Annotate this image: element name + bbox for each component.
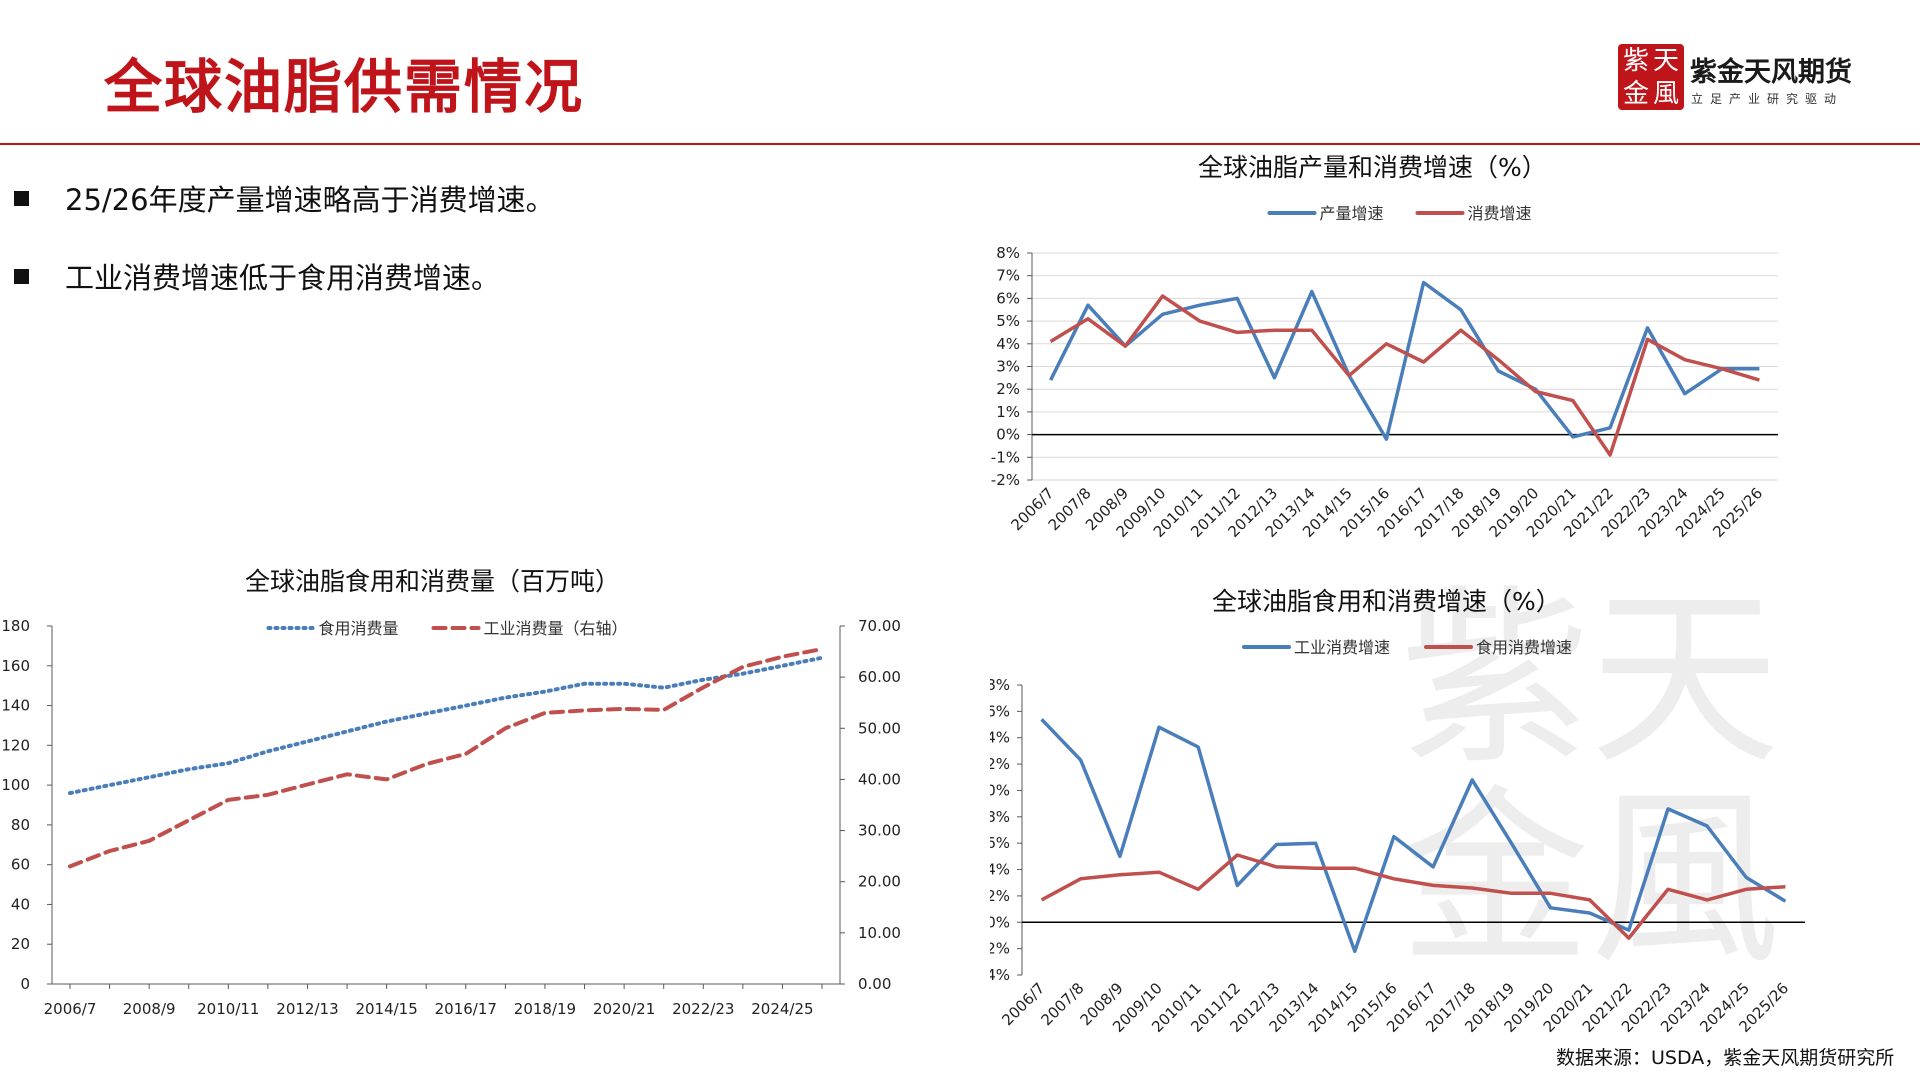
y-tick-label: 14% <box>990 729 1010 747</box>
brand-watermark: 紫天 金風 <box>1400 569 1781 990</box>
legend-label: 食用消费量 <box>319 619 399 638</box>
y-left-tick-label: 140 <box>1 697 30 715</box>
chart-food-ind: -4% -2% 0% 2% 4% 6% 8% 10% 12% 14% 16% 18% 2006/7200… <box>990 638 1805 1036</box>
y-right-tick-label: 0.00 <box>858 975 891 993</box>
y-tick-label: 6% <box>990 834 1010 852</box>
x-tick-label: 2018/19 <box>514 1000 576 1018</box>
x-tick-label: 2008/9 <box>123 1000 176 1018</box>
legend-label: 产量增速 <box>1320 204 1384 223</box>
y-left-tick-label: 180 <box>1 617 30 635</box>
y-tick-label: 10% <box>990 781 1010 799</box>
series-line <box>68 655 824 796</box>
series-line <box>1049 280 1760 441</box>
y-right-tick-label: 60.00 <box>858 668 901 686</box>
y-tick-label: 1% <box>996 403 1020 421</box>
y-left-tick-label: 100 <box>1 776 30 794</box>
y-tick-label: 7% <box>996 267 1020 285</box>
y-tick-label: 12% <box>990 755 1010 773</box>
x-tick-label: 2022/23 <box>672 1000 734 1018</box>
y-tick-label: 0% <box>996 426 1020 444</box>
x-tick-label: 2024/25 <box>751 1000 813 1018</box>
x-tick-label: 2016/17 <box>435 1000 497 1018</box>
y-left-tick-label: 120 <box>1 736 30 754</box>
y-tick-label: 2% <box>996 380 1020 398</box>
y-tick-label: 4% <box>990 861 1010 879</box>
legend-label: 食用消费增速 <box>1476 638 1572 657</box>
y-left-tick-label: 20 <box>11 935 30 953</box>
bullet-text: 工业消费增速低于食用消费增速。 <box>65 261 501 295</box>
y-tick-label: -2% <box>991 471 1020 489</box>
x-tick-label: 2006/7 <box>44 1000 97 1018</box>
data-source-note: 数据来源：USDA，紫金天风期货研究所 <box>1556 1047 1895 1069</box>
y-tick-label: -2% <box>990 940 1010 958</box>
y-left-tick-label: 60 <box>11 856 30 874</box>
series-line <box>68 647 824 869</box>
chart-title-volume: 全球油脂食用和消费量（百万吨） <box>245 567 621 596</box>
y-tick-label: 8% <box>990 808 1010 826</box>
y-right-tick-label: 30.00 <box>858 822 901 840</box>
x-tick-label: 2020/21 <box>593 1000 655 1018</box>
y-left-tick-label: 0 <box>20 975 30 993</box>
y-left-tick-label: 40 <box>11 895 30 913</box>
bullet-square-icon <box>14 268 29 284</box>
brand-slogan: 立足产业研究驱动 <box>1691 92 1844 106</box>
y-tick-label: 4% <box>996 335 1020 353</box>
y-right-tick-label: 70.00 <box>858 617 901 635</box>
y-tick-label: 5% <box>996 312 1020 330</box>
x-tick-label: 2014/15 <box>355 1000 417 1018</box>
brand-name: 紫金天风期货 <box>1690 57 1852 88</box>
x-tick-label: 2012/13 <box>276 1000 338 1018</box>
series-line <box>1040 718 1787 954</box>
bullet-text: 25/26年度产量增速略高于消费增速。 <box>65 183 555 217</box>
bullet-item: 25/26年度产量增速略高于消费增速。 <box>14 178 555 218</box>
y-right-tick-label: 20.00 <box>858 873 901 891</box>
y-right-tick-label: 40.00 <box>858 770 901 788</box>
legend-label: 消费增速 <box>1468 204 1532 223</box>
y-left-tick-label: 80 <box>11 816 30 834</box>
y-left-tick-label: 160 <box>1 657 30 675</box>
bullet-item: 工业消费增速低于食用消费增速。 <box>14 256 555 296</box>
chart-title-food-ind: 全球油脂食用和消费增速（%） <box>1212 587 1561 616</box>
chart-prod-cons: -2%-1%0%1%2%3%4%5%6%7%8%2006/72007/82008… <box>991 204 1778 541</box>
y-tick-label: 0% <box>990 913 1010 931</box>
bullet-square-icon <box>14 190 29 206</box>
header-divider <box>0 143 1920 145</box>
y-tick-label: -1% <box>991 448 1020 466</box>
brand-logo: 紫天金風 <box>1618 44 1684 110</box>
legend-label: 工业消费量（右轴） <box>484 619 628 638</box>
y-tick-label: 16% <box>990 702 1010 720</box>
chart-volume: 0 20 40 60 80 100 120 140 160 180 0.00 10.00 20.00 30… <box>1 617 901 1018</box>
y-tick-label: 3% <box>996 358 1020 376</box>
legend-label: 工业消费增速 <box>1294 638 1390 657</box>
y-tick-label: 18% <box>990 676 1010 694</box>
series-line <box>1049 294 1760 457</box>
y-tick-label: -4% <box>990 966 1010 984</box>
series-line <box>1040 853 1786 940</box>
y-tick-label: 2% <box>990 887 1010 905</box>
x-tick-label: 2006/7 <box>998 979 1048 1029</box>
x-tick-label: 2010/11 <box>197 1000 259 1018</box>
y-tick-label: 8% <box>996 244 1020 262</box>
x-tick-label: 2007/8 <box>1038 979 1088 1029</box>
y-right-tick-label: 50.00 <box>858 719 901 737</box>
bullet-list: 25/26年度产量增速略高于消费增速。 工业消费增速低于食用消费增速。 <box>14 178 555 334</box>
y-right-tick-label: 10.00 <box>858 924 901 942</box>
y-tick-label: 6% <box>996 289 1020 307</box>
chart-title-prod-cons: 全球油脂产量和消费增速（%） <box>1198 153 1547 182</box>
page-title: 全球油脂供需情况 <box>104 53 585 121</box>
